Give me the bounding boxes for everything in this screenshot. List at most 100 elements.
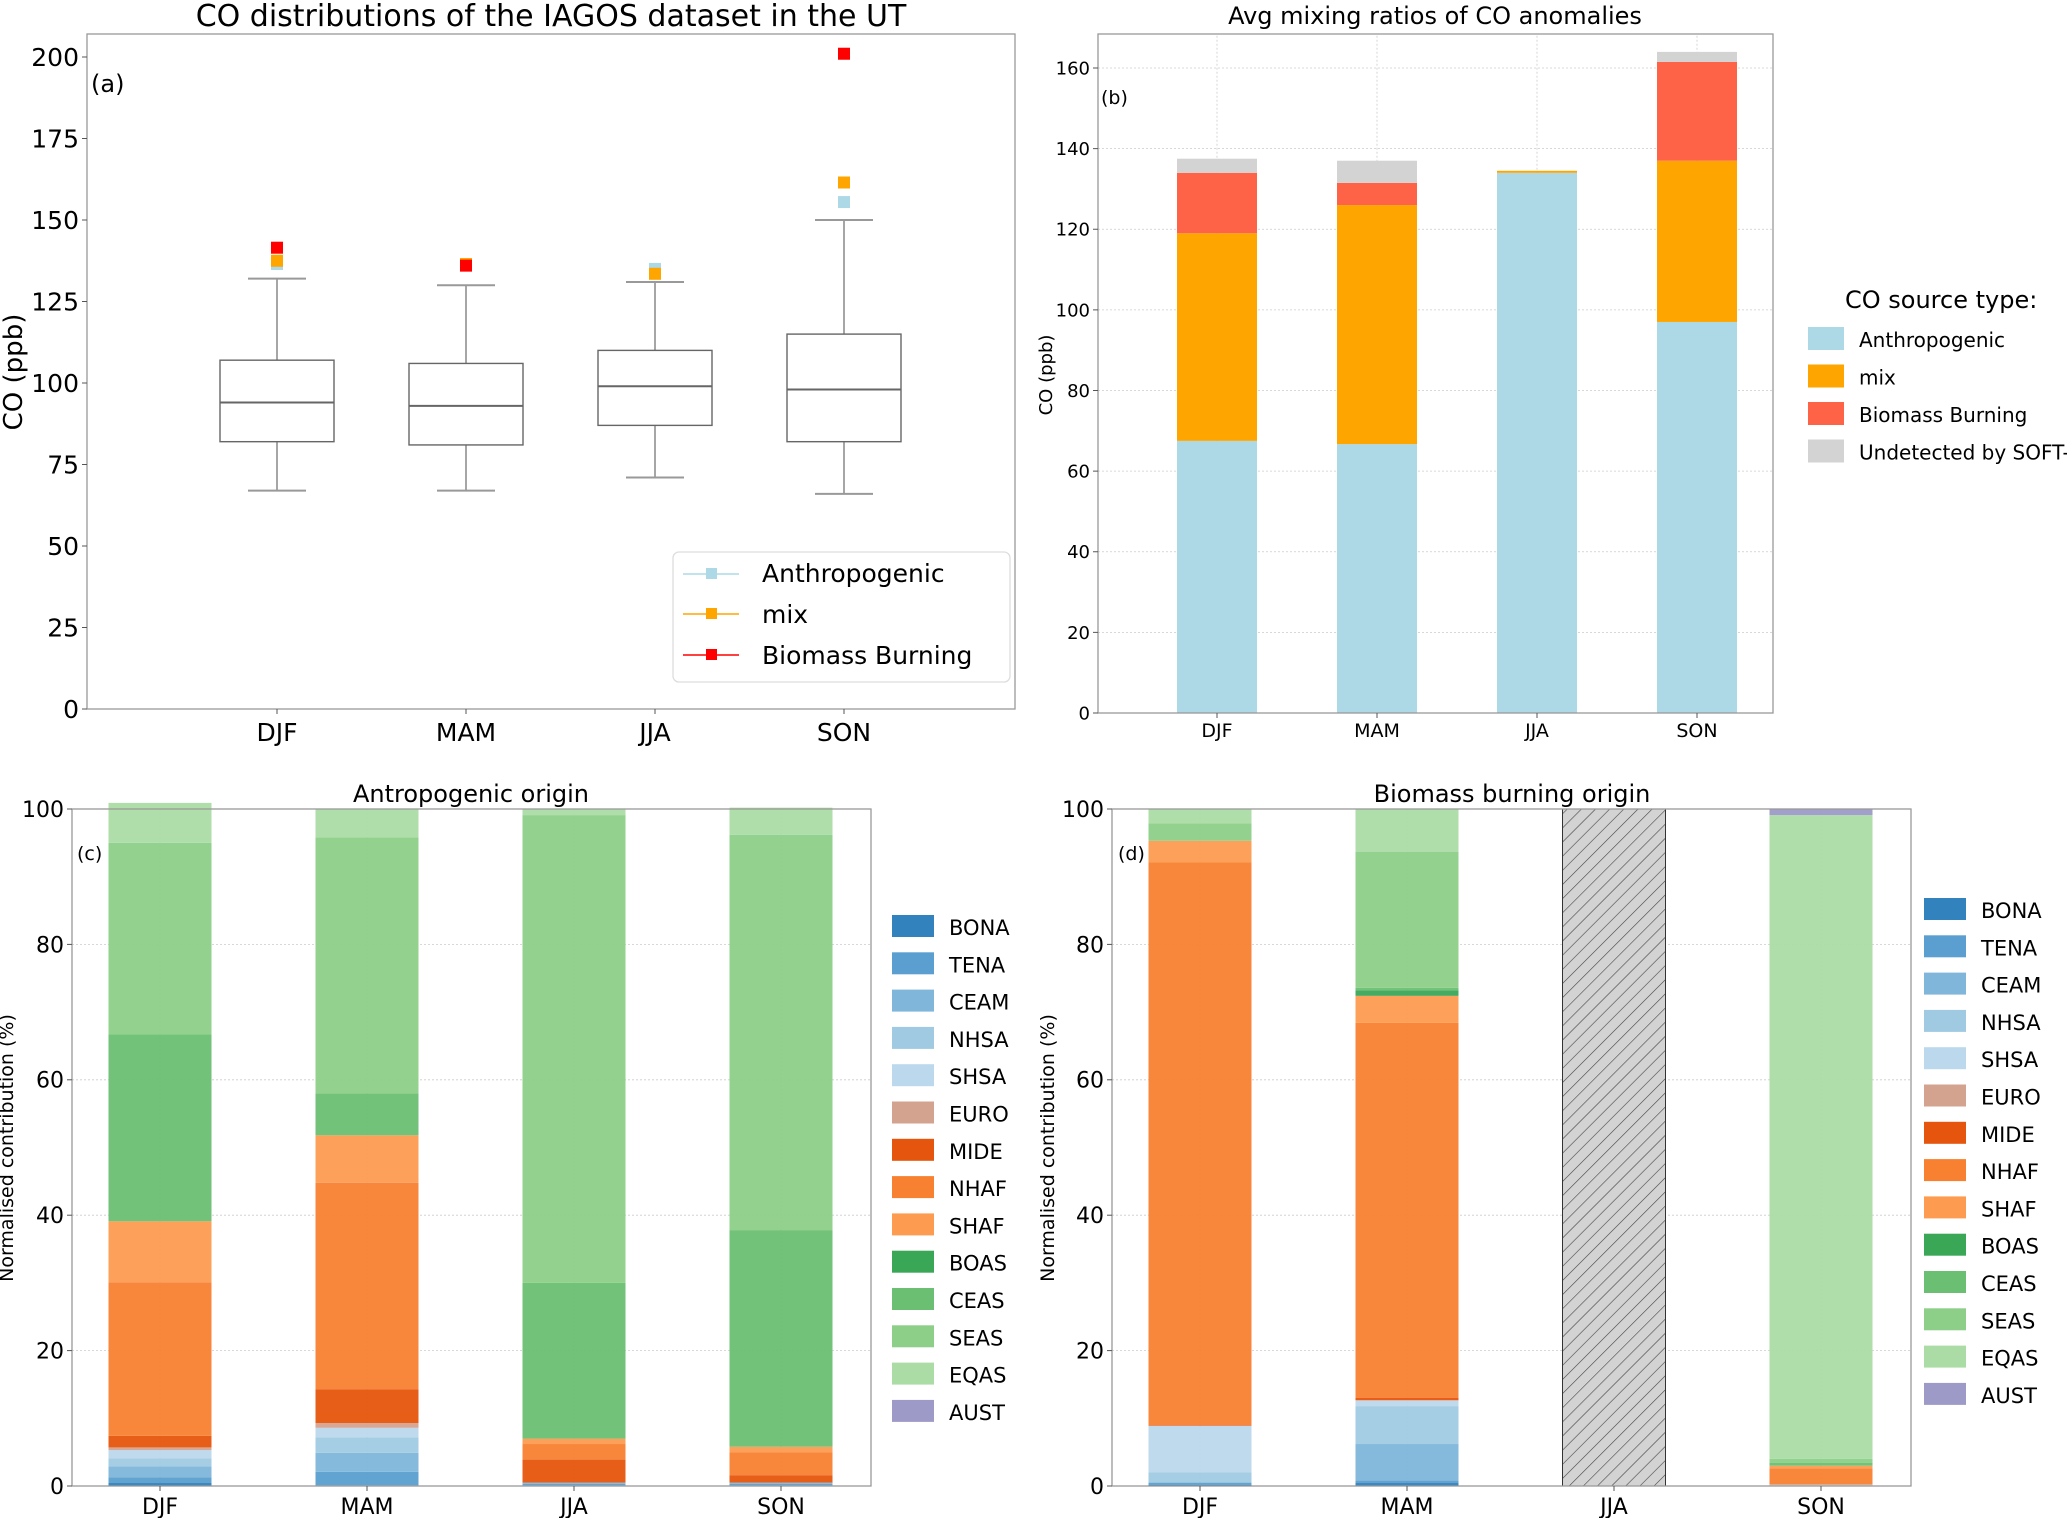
bar-segment-nhaf <box>1769 1468 1873 1485</box>
bar-segment-biomass-burning <box>1337 182 1417 206</box>
bar-segment-ceas <box>729 1230 833 1447</box>
legend-label-ceam: CEAM <box>1981 974 2041 998</box>
bar-segment-aust <box>1769 809 1873 816</box>
bar-segment-mix <box>1657 160 1737 322</box>
bar-segment-nhsa <box>108 1458 212 1467</box>
panel-c-frame <box>71 808 872 1487</box>
bar-segment-biomass-burning <box>1657 61 1737 161</box>
x-tick-label: SON <box>1797 1495 1845 1518</box>
legend-swatch-undetected-by-soft-io <box>1808 439 1844 463</box>
legend-swatch-eqas <box>1924 1345 1966 1368</box>
y-tick-label: 60 <box>36 1069 64 1094</box>
legend-swatch-tena <box>1924 935 1966 958</box>
legend-swatch-ceas <box>1924 1271 1966 1293</box>
y-tick-label: 20 <box>36 1340 64 1365</box>
y-tick-label: 100 <box>1056 300 1090 321</box>
bar-segment-shsa <box>1769 1484 1873 1486</box>
legend-label-nhsa: NHSA <box>1981 1011 2041 1035</box>
y-tick-label: 40 <box>1067 542 1090 563</box>
box-iqr <box>219 359 335 443</box>
bar-segment-mide <box>522 1459 626 1483</box>
legend-swatch-boas <box>892 1250 934 1273</box>
y-tick-label: 175 <box>31 125 79 154</box>
panel-a-ylabel: CO (ppb) <box>0 314 29 431</box>
bar-segment-seas <box>108 842 212 1035</box>
bar-segment-boas <box>1355 990 1459 996</box>
legend-label-aust: AUST <box>1981 1384 2037 1408</box>
bar-segment-biomass-burning <box>1177 172 1257 234</box>
legend-label-anthropogenic: Anthropogenic <box>1859 328 2005 352</box>
bar-segment-mide <box>108 1435 212 1448</box>
x-tick-label: DJF <box>256 718 297 747</box>
y-tick-label: 120 <box>1056 220 1090 241</box>
x-tick-label: SON <box>1676 720 1717 742</box>
panel-b-ylabel: CO (ppb) <box>1036 335 1057 416</box>
y-tick-label: 0 <box>1090 1475 1104 1500</box>
y-tick-label: 100 <box>22 798 64 823</box>
panel-b-title: Avg mixing ratios of CO anomalies <box>1228 2 1642 30</box>
legend-swatch-ceas <box>892 1288 934 1310</box>
bar-segment-shaf <box>1148 840 1252 863</box>
panel-c-stacked-bar: Antropogenic origin (c) Normalised contr… <box>0 780 1010 1518</box>
box-jja <box>597 280 713 479</box>
legend-label-mix: mix <box>1859 366 1896 390</box>
bar-segment-mix <box>1177 233 1257 441</box>
legend-mix-label: mix <box>762 600 808 629</box>
legend-swatch-nhsa <box>892 1026 934 1049</box>
legend-anthropogenic-label: Anthropogenic <box>762 559 945 588</box>
box-son <box>786 219 902 495</box>
outlier-mix <box>838 176 850 189</box>
bar-segment-tena <box>729 1483 833 1486</box>
legend-label-boas: BOAS <box>1981 1235 2039 1259</box>
bar-segment-seas <box>315 837 419 1094</box>
legend-swatch-aust <box>1924 1382 1966 1405</box>
bar-segment-anthropogenic <box>1497 172 1577 713</box>
bar-segment-mix <box>1497 170 1577 173</box>
bar-segment-seas <box>1148 823 1252 841</box>
legend-label-biomass-burning: Biomass Burning <box>1859 403 2027 427</box>
legend-label-mide: MIDE <box>949 1140 1003 1164</box>
bar-segment-shsa <box>1355 1400 1459 1407</box>
panel-b-stacked-bar: Avg mixing ratios of CO anomalies (b) CO… <box>1036 2 2067 742</box>
bar-segment-shaf <box>522 1438 626 1445</box>
x-tick-label: DJF <box>1201 720 1232 742</box>
bar-segment-ceas <box>1769 1462 1873 1466</box>
box-iqr <box>408 362 524 446</box>
legend-swatch-eqas <box>892 1362 934 1385</box>
legend-anthropogenic-marker <box>706 568 717 579</box>
bar-segment-bona <box>1355 1482 1459 1486</box>
legend-swatch-seas <box>1924 1308 1966 1331</box>
x-tick-label: DJF <box>142 1495 178 1518</box>
legend-mix-marker <box>706 608 717 619</box>
bar-segment-ceam <box>522 1482 626 1484</box>
bar-segment-bona <box>1148 1484 1252 1486</box>
legend-swatch-seas <box>892 1325 934 1348</box>
y-tick-label: 0 <box>63 695 79 724</box>
legend-swatch-nhsa <box>1924 1009 1966 1032</box>
legend-swatch-mix <box>1808 364 1844 388</box>
panel-b-label: (b) <box>1101 87 1128 109</box>
y-tick-label: 140 <box>1056 139 1090 160</box>
panel-d-stacked-bar: Biomass burning origin (d) Normalised co… <box>1037 780 2042 1518</box>
legend-label-boas: BOAS <box>949 1252 1007 1276</box>
bar-segment-mide <box>315 1389 419 1424</box>
legend-label-nhaf: NHAF <box>949 1177 1007 1201</box>
legend-swatch-mide <box>1924 1121 1966 1144</box>
bar-segment-euro <box>315 1423 419 1428</box>
legend-swatch-nhaf <box>892 1176 934 1199</box>
bar-segment-nhaf <box>1148 862 1252 1426</box>
legend-label-eqas: EQAS <box>949 1364 1007 1388</box>
bar-segment-nhaf <box>729 1452 833 1476</box>
bar-segment-tena <box>108 1477 212 1483</box>
bar-segment-ceam <box>108 1466 212 1478</box>
bar-segment-shaf <box>108 1221 212 1283</box>
y-tick-label: 100 <box>31 369 79 398</box>
bar-segment-bona <box>108 1482 212 1486</box>
legend-swatch-shsa <box>1924 1047 1966 1070</box>
outlier-mix <box>649 267 661 280</box>
bar-segment-eqas <box>1148 809 1252 824</box>
outlier-biomass-burning <box>838 47 850 60</box>
legend-label-seas: SEAS <box>949 1326 1003 1350</box>
bar-segment-anthropogenic <box>1177 440 1257 713</box>
bar-segment-mix <box>1337 205 1417 445</box>
